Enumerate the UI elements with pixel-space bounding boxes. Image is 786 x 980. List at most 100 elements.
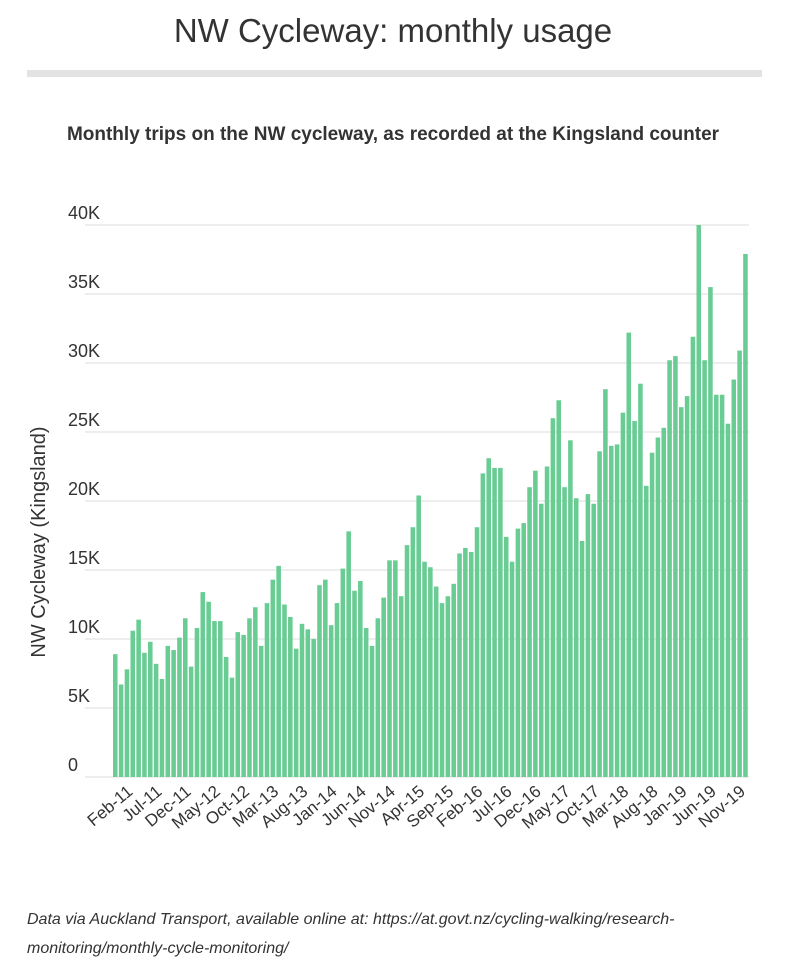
bar <box>177 637 182 777</box>
chart-title: Monthly trips on the NW cycleway, as rec… <box>66 124 720 145</box>
bar <box>684 396 690 777</box>
bar <box>305 629 311 777</box>
bar <box>218 621 223 777</box>
title-divider <box>27 70 762 77</box>
bar <box>258 645 264 777</box>
bar <box>667 360 672 777</box>
y-tick-label: 5K <box>68 686 90 706</box>
bar <box>638 383 643 777</box>
bar <box>142 652 147 777</box>
bar <box>241 634 246 777</box>
bar <box>468 552 474 777</box>
bar <box>136 619 141 777</box>
y-tick-label: 40K <box>68 203 100 223</box>
bar-chart: 0 5K 10K 15K 20K 25K 30K 35K 40K Feb-11Jul-11Dec… <box>68 203 749 833</box>
bar <box>428 567 433 777</box>
bar <box>153 663 159 777</box>
bar <box>229 677 235 777</box>
bar <box>661 427 667 777</box>
bar <box>743 253 748 778</box>
page-title: NW Cycleway: monthly usage <box>173 12 613 49</box>
bar <box>206 601 211 777</box>
bar <box>538 503 544 777</box>
bar <box>719 394 725 777</box>
bar <box>608 445 614 777</box>
bar <box>393 560 398 777</box>
bar <box>200 592 206 777</box>
bar <box>550 418 556 777</box>
bar <box>212 621 217 777</box>
bar <box>480 473 486 777</box>
bar <box>498 467 503 777</box>
bar <box>544 466 550 777</box>
bar <box>264 603 270 777</box>
bar <box>369 645 375 777</box>
bar <box>223 656 229 777</box>
bar <box>690 336 696 777</box>
bar <box>556 400 561 777</box>
bar <box>649 452 655 777</box>
bar <box>620 412 626 777</box>
bar <box>725 423 731 777</box>
x-axis-ticks: Feb-11Jul-11Dec-11May-12Oct-12Mar-13Aug-… <box>84 782 749 833</box>
bar <box>334 603 340 777</box>
y-tick-label: 30K <box>68 341 100 361</box>
bars <box>113 225 748 778</box>
bar <box>165 645 171 777</box>
y-tick-label: 0 <box>68 755 78 775</box>
bar <box>632 420 637 777</box>
bar <box>597 451 602 777</box>
bar <box>422 561 427 777</box>
bar <box>579 541 585 777</box>
bar <box>311 639 316 777</box>
bar <box>247 618 252 777</box>
bar <box>282 604 287 777</box>
bar <box>439 603 445 777</box>
y-tick-label: 35K <box>68 272 100 292</box>
bar <box>486 458 491 777</box>
bar <box>317 585 322 777</box>
bar <box>404 545 410 777</box>
bar <box>457 553 462 777</box>
bar <box>562 487 567 777</box>
bar <box>626 332 632 777</box>
bar <box>416 495 421 777</box>
bar <box>270 579 276 777</box>
bar <box>603 389 608 777</box>
bar <box>731 379 737 777</box>
bar <box>713 394 719 777</box>
source-note: Data via Auckland Transport, available o… <box>27 911 675 957</box>
bar <box>352 590 357 777</box>
y-tick-label: 20K <box>68 479 100 499</box>
bar <box>696 225 702 777</box>
bar <box>299 623 305 777</box>
bar <box>433 586 439 777</box>
bar <box>346 531 351 777</box>
bar <box>568 440 573 777</box>
bar <box>410 527 416 777</box>
y-tick-label: 25K <box>68 410 100 430</box>
bar <box>614 444 620 777</box>
bar <box>363 627 369 777</box>
bar <box>678 407 684 777</box>
bar <box>183 618 188 777</box>
bar <box>188 666 194 777</box>
y-tick-label: 15K <box>68 548 100 568</box>
bar <box>293 648 299 777</box>
bar <box>492 467 497 777</box>
bar <box>323 579 328 777</box>
bar <box>655 437 661 777</box>
bar <box>340 568 346 777</box>
bar <box>585 494 591 777</box>
bar <box>171 650 176 777</box>
bar <box>702 360 707 777</box>
bar <box>130 630 136 777</box>
bar <box>328 625 334 777</box>
y-tick-label: 10K <box>68 617 100 637</box>
bar <box>474 527 480 777</box>
bar <box>358 581 363 777</box>
bar <box>194 627 200 777</box>
bar <box>515 528 521 777</box>
bar <box>503 536 509 777</box>
bar <box>509 561 515 777</box>
